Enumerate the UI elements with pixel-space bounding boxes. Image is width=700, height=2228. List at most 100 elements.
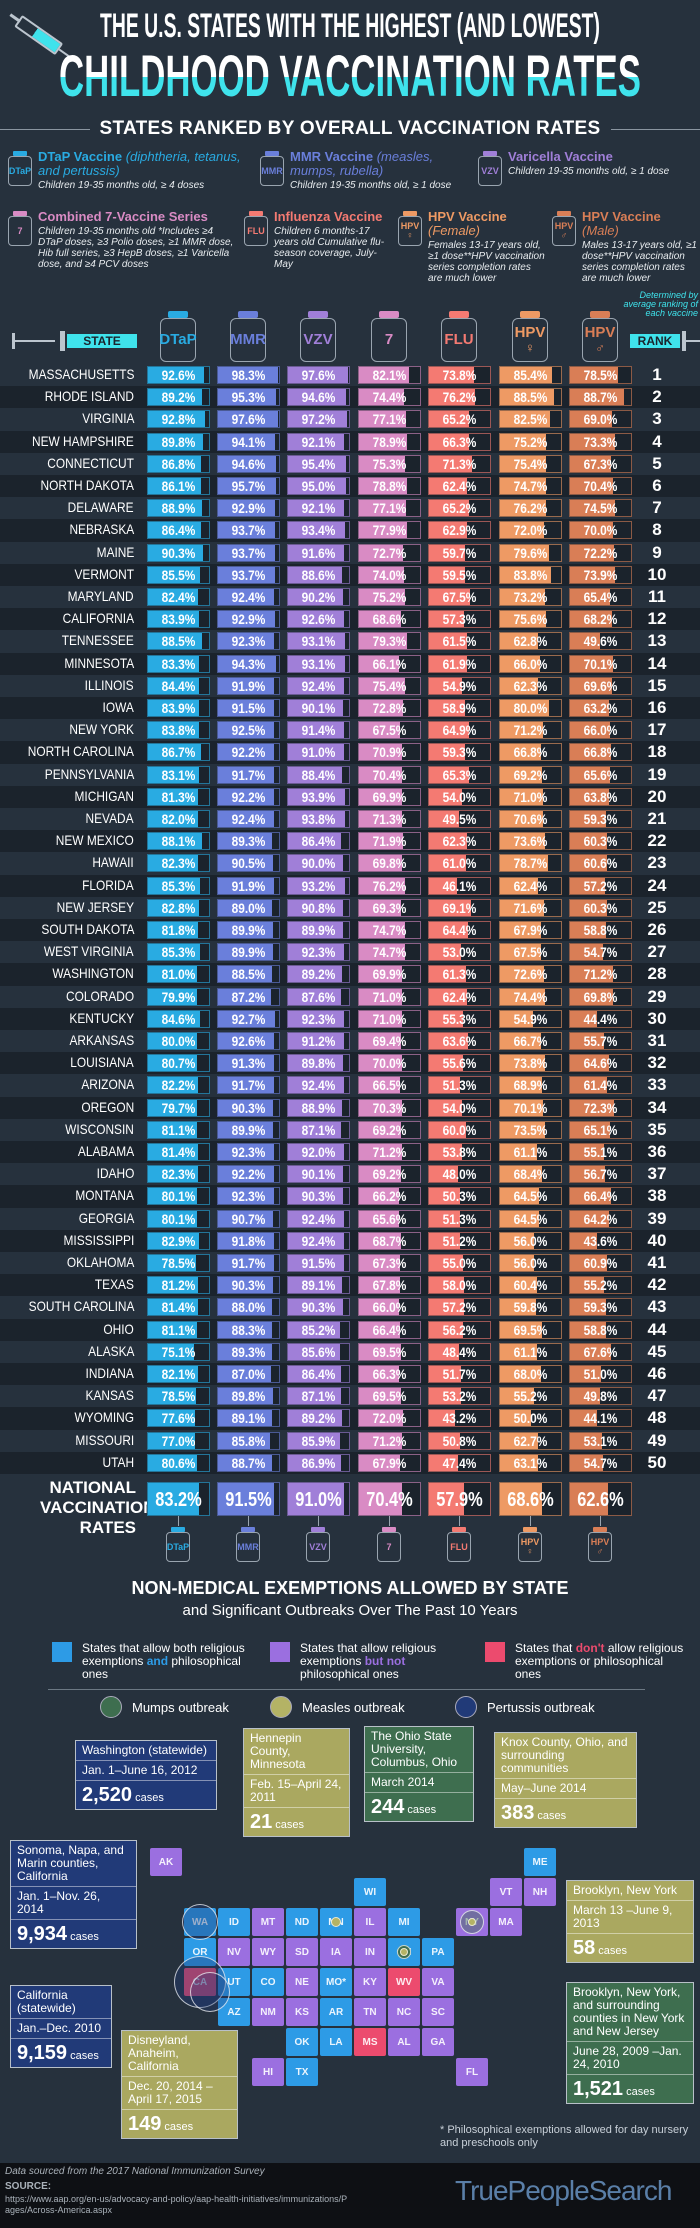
rate-value: 46.1% <box>442 877 477 894</box>
table-row: MASSACHUSETTS 92.6% 98.3% 97.6% 82.1% 73.8% 85… <box>0 364 700 386</box>
rate-bar <box>359 944 405 961</box>
section-title: STATES RANKED BY OVERALL VACCINATION RAT… <box>0 116 700 142</box>
state-name: GEORGIA <box>78 1209 134 1226</box>
flu-bottle-icon: FLU <box>244 211 268 246</box>
rate-cell: 71.2% <box>569 965 632 984</box>
rate-value: 78.7% <box>513 855 548 872</box>
table-row: GEORGIA 80.1% 90.7% 92.4% 65.6% 51.3% 64.5% 64.… <box>0 1208 700 1230</box>
rate-cell: 63.8% <box>569 787 632 806</box>
state-ne[interactable]: NE <box>286 1968 318 1996</box>
rate-bar <box>288 1343 341 1360</box>
state-il[interactable]: IL <box>354 1908 386 1936</box>
state-ma[interactable]: MA <box>490 1908 522 1936</box>
state-nc[interactable]: NC <box>388 1998 420 2026</box>
rate-cell: 89.9% <box>217 921 280 939</box>
state-co[interactable]: CO <box>252 1968 284 1996</box>
state-vt[interactable]: VT <box>490 1878 522 1906</box>
rate-value: 56.0% <box>513 1255 548 1271</box>
state-oh[interactable]: OH <box>388 1938 420 1966</box>
rate-bar <box>429 899 472 916</box>
state-ga[interactable]: GA <box>422 2028 454 2056</box>
rate-cell: 67.5% <box>499 943 562 962</box>
state-sc[interactable]: SC <box>422 1998 454 2026</box>
rate-cell: 82.1% <box>358 366 421 384</box>
rate-value: 75.4% <box>372 677 407 694</box>
state-in[interactable]: IN <box>354 1938 386 1966</box>
rate-value: 81.2% <box>161 1277 196 1294</box>
rate-bar <box>570 1299 607 1316</box>
state-id[interactable]: ID <box>218 1908 250 1936</box>
state-ca[interactable]: CA <box>184 1968 216 1996</box>
rate-value: 79.3% <box>372 633 407 650</box>
rate-cell: 85.4% <box>499 366 562 384</box>
state-mi[interactable]: MI <box>388 1908 420 1936</box>
column-label: VZV <box>303 331 333 348</box>
table-row: DELAWARE 88.9% 92.9% 92.1% 77.1% 65.2% 76.2% 74… <box>0 497 700 519</box>
state-ar[interactable]: AR <box>320 1998 352 2026</box>
rate-bar <box>218 1255 274 1271</box>
rate-cell: 92.1% <box>287 432 350 451</box>
column-header-dtap: DTaP <box>159 311 197 362</box>
state-ky[interactable]: KY <box>354 1968 386 1996</box>
state-wa[interactable]: WA <box>184 1908 216 1936</box>
rate-cell: 88.6% <box>287 565 350 584</box>
table-row: MONTANA 80.1% 92.3% 90.3% 66.2% 50.3% 64.5% 66.… <box>0 1185 700 1208</box>
state-al[interactable]: AL <box>388 2028 420 2056</box>
state-wv[interactable]: WV <box>388 1968 420 1996</box>
rate-cell: 56.2% <box>428 1320 491 1339</box>
state-name: HAWAII <box>92 854 134 871</box>
rate-bar <box>148 966 198 983</box>
rate-bar <box>500 1166 542 1183</box>
state-az[interactable]: AZ <box>218 1998 250 2026</box>
state-ak[interactable]: AK <box>150 1848 182 1876</box>
state-nv[interactable]: NV <box>218 1938 250 1966</box>
state-pa[interactable]: PA <box>422 1938 454 1966</box>
state-tx[interactable]: TX <box>286 2058 318 2086</box>
state-ny[interactable]: NY <box>456 1908 488 1936</box>
rate-cell: 60.9% <box>569 1254 632 1272</box>
state-name: COLORADO <box>65 987 134 1004</box>
rate-cell: 88.9% <box>147 499 210 518</box>
legend-extra: (Male) <box>582 223 619 238</box>
state-fl[interactable]: FL <box>456 2058 488 2086</box>
state-la[interactable]: LA <box>320 2028 352 2056</box>
rate-value: 92.4% <box>231 811 266 827</box>
rate-bar <box>288 1055 343 1072</box>
rate-value: 53.8% <box>442 1144 477 1160</box>
source-link[interactable]: https://www.aap.org/en-us/advocacy-and-p… <box>5 2194 348 2215</box>
state-mt[interactable]: MT <box>252 1908 284 1936</box>
rate-cell: 70.1% <box>499 1098 562 1117</box>
state-name: NEW JERSEY <box>56 898 134 915</box>
state-ut[interactable]: UT <box>218 1968 250 1996</box>
rate-bar <box>429 1366 461 1382</box>
state-nh[interactable]: NH <box>524 1878 556 1906</box>
state-ok[interactable]: OK <box>286 2028 318 2056</box>
state-wy[interactable]: WY <box>252 1938 284 1966</box>
rate-cell: 90.1% <box>287 1165 350 1184</box>
state-va[interactable]: VA <box>422 1968 454 1996</box>
rate-bar <box>218 566 276 583</box>
state-ia[interactable]: IA <box>320 1938 352 1966</box>
state-ms[interactable]: MS <box>354 2028 386 2056</box>
state-nm[interactable]: NM <box>252 1998 284 2026</box>
state-sd[interactable]: SD <box>286 1938 318 1966</box>
state-hi[interactable]: HI <box>252 2058 284 2086</box>
bottle-label: MMR <box>261 165 283 176</box>
rate-value: 80.7% <box>161 1055 196 1072</box>
state-mo[interactable]: MO* <box>320 1968 352 1996</box>
rate-cell: 83.3% <box>147 654 210 673</box>
state-ks[interactable]: KS <box>286 1998 318 2026</box>
outbreak-cases: 9,934 cases <box>11 1920 136 1948</box>
state-wi[interactable]: WI <box>354 1878 386 1906</box>
state-nd[interactable]: ND <box>286 1908 318 1936</box>
state-tn[interactable]: TN <box>354 1998 386 2026</box>
state-mn[interactable]: MN <box>320 1908 352 1936</box>
rate-value: 69.0% <box>583 411 618 428</box>
state-me[interactable]: ME <box>524 1848 556 1876</box>
rate-bar <box>218 1210 274 1227</box>
rate-bar <box>359 1188 400 1205</box>
state-or[interactable]: OR <box>184 1938 216 1966</box>
rate-bar <box>148 988 197 1005</box>
rate-cell: 71.3% <box>428 454 491 473</box>
state-name: WISCONSIN <box>65 1120 134 1137</box>
